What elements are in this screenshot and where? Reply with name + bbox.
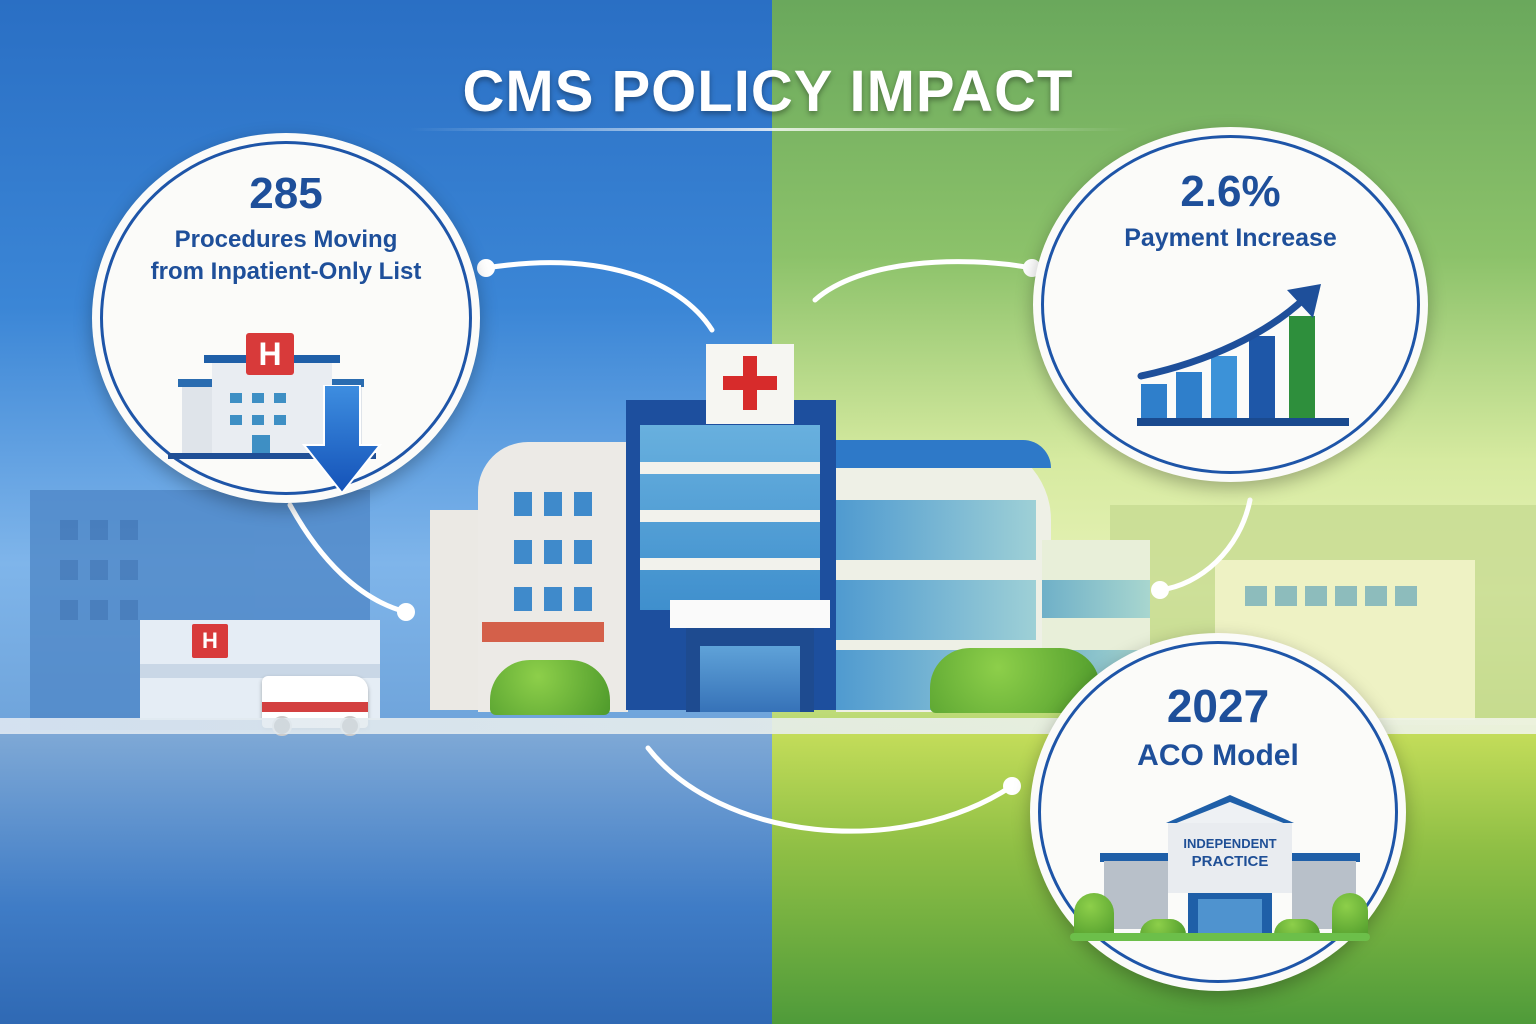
badge-payment-increase: 2.6% Payment Increase: [1033, 127, 1428, 482]
badge-label: ACO Model: [1137, 739, 1299, 772]
main-hospital-illustration: [430, 330, 1150, 720]
down-arrow-icon: [302, 385, 382, 495]
badge-label: Payment Increase: [1124, 224, 1337, 252]
independent-practice-building-icon: INDEPENDENT PRACTICE: [1070, 783, 1370, 943]
practice-sign-line1: INDEPENDENT: [1183, 836, 1277, 851]
badge-value: 2.6%: [1180, 167, 1281, 216]
hospital-down-arrow-icon: H: [168, 303, 394, 495]
trend-arrow-icon: [1137, 284, 1321, 380]
hospital-h-sign: H: [246, 333, 294, 375]
rising-bar-chart-icon: [1121, 284, 1349, 432]
ground-blue: [0, 732, 772, 1024]
badge-aco-model: 2027 ACO Model INDEPENDENT PRACTICE: [1030, 633, 1406, 991]
page-title: CMS POLICY IMPACT: [462, 59, 1074, 124]
badge-label-line2: from Inpatient-Only List: [150, 258, 422, 285]
red-cross-sign: [706, 344, 794, 424]
practice-sign-line2: PRACTICE: [1191, 853, 1269, 870]
clinic-h-sign: H: [192, 624, 228, 658]
badge-value: 2027: [1166, 680, 1270, 732]
badge-label-line1: Procedures Moving: [174, 226, 398, 253]
badge-value: 285: [249, 169, 323, 218]
badge-procedures: 285 Procedures Moving from Inpatient-Onl…: [92, 133, 480, 503]
title-underline: [410, 128, 1130, 131]
